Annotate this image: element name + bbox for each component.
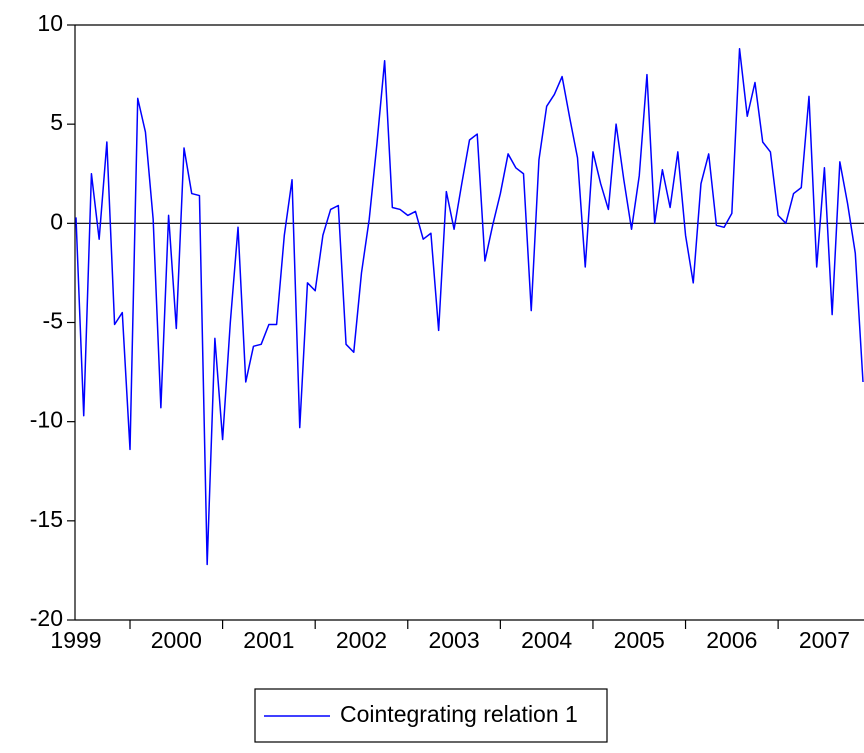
x-tick-label: 2004 xyxy=(521,627,572,653)
x-tick-label: 2000 xyxy=(151,627,202,653)
y-tick-label: 0 xyxy=(50,208,63,234)
y-tick-label: -20 xyxy=(30,605,63,631)
x-tick-label: 1999 xyxy=(50,627,101,653)
x-tick-label: 2001 xyxy=(243,627,294,653)
x-tick-label: 2002 xyxy=(336,627,387,653)
y-tick-label: -5 xyxy=(43,308,63,334)
y-tick-label: 10 xyxy=(37,10,63,36)
y-tick-label: -15 xyxy=(30,506,63,532)
x-tick-label: 2003 xyxy=(428,627,479,653)
series-line xyxy=(75,48,864,566)
x-tick-label: 2007 xyxy=(799,627,850,653)
y-tick-label: 5 xyxy=(50,109,63,135)
legend-label: Cointegrating relation 1 xyxy=(340,701,578,727)
x-tick-label: 2005 xyxy=(614,627,665,653)
x-tick-label: 2006 xyxy=(706,627,757,653)
y-tick-label: -10 xyxy=(30,407,63,433)
